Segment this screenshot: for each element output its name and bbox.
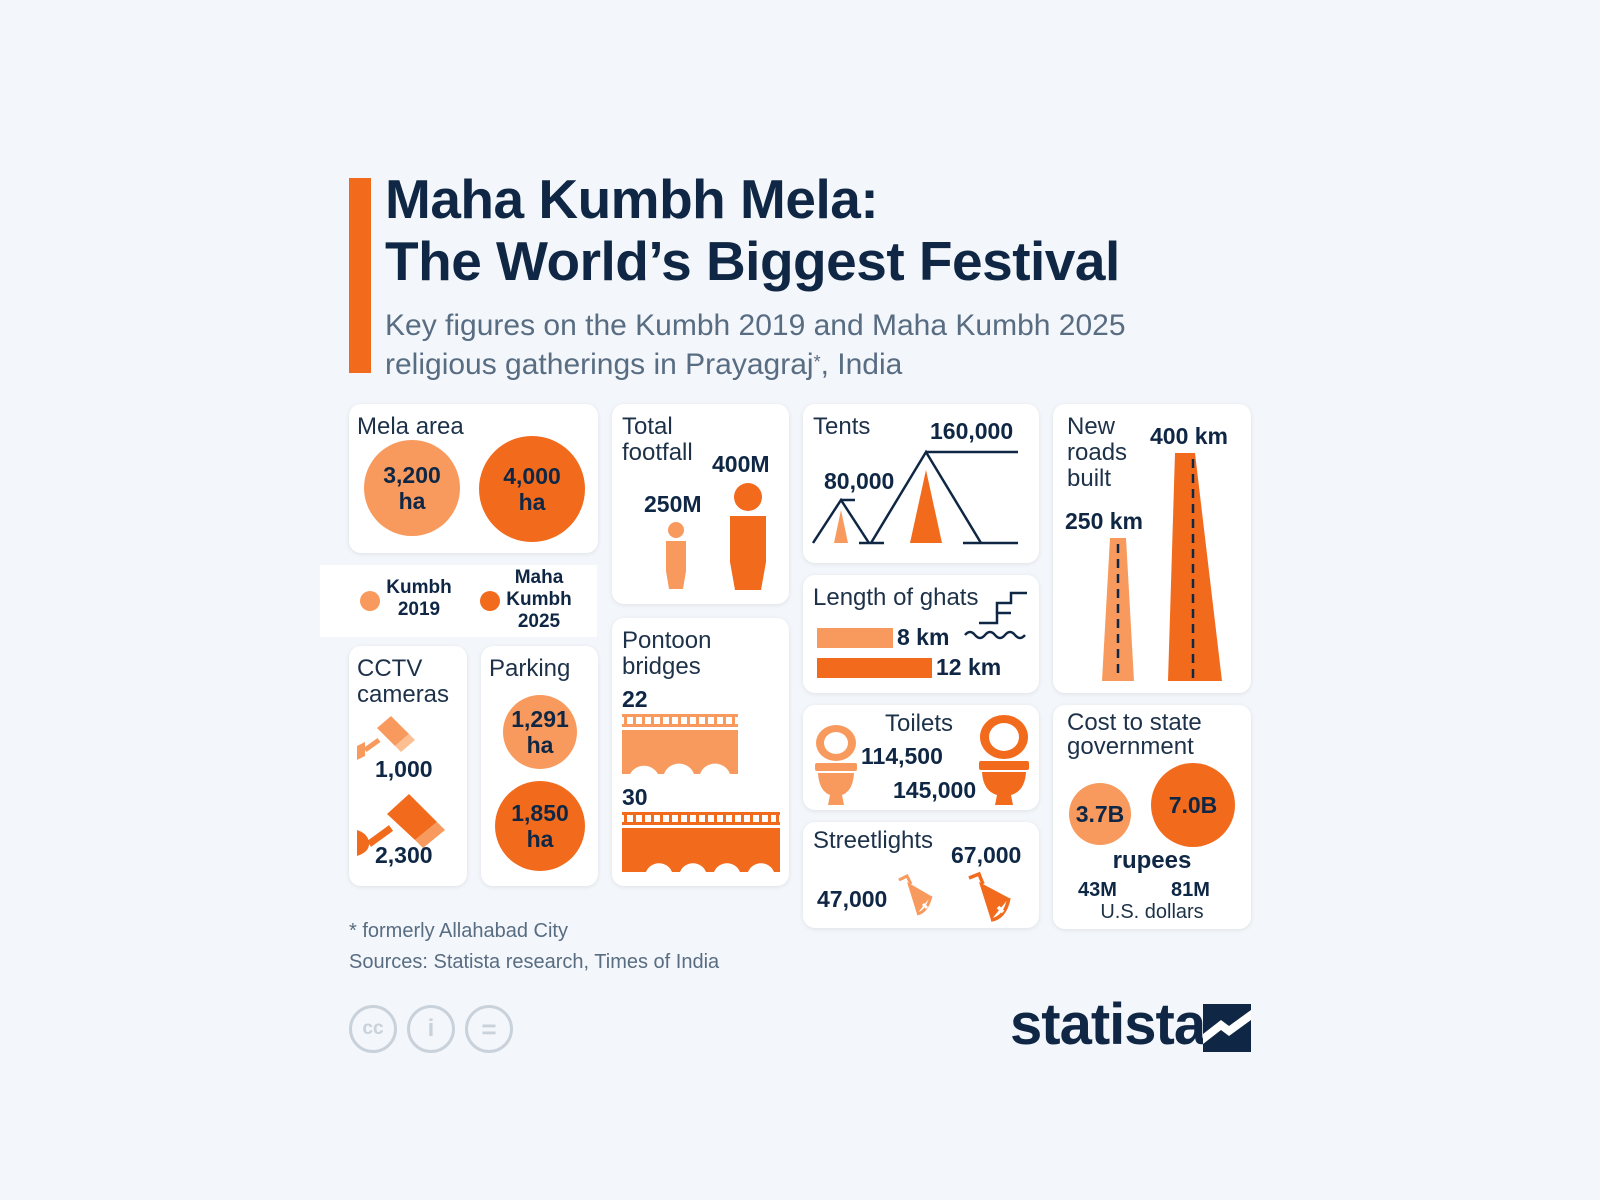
cc-license-icon[interactable]: cc bbox=[349, 1005, 397, 1053]
ghats-2019-bar bbox=[817, 628, 893, 648]
tents-2019-value: 80,000 bbox=[824, 468, 895, 494]
lamp-icon bbox=[968, 871, 1011, 922]
cctv-camera-icon bbox=[357, 794, 445, 856]
toilets-2025-value: 145,000 bbox=[893, 777, 977, 803]
mela-area-2019-circle: 3,200 ha bbox=[364, 440, 460, 536]
cost-usd-label: U.S. dollars bbox=[1100, 901, 1204, 923]
toilet-icon bbox=[979, 715, 1029, 805]
bridge-icon bbox=[622, 714, 738, 774]
cost-2019-usd: 43M bbox=[1078, 879, 1117, 901]
cctv-card: CCTV cameras 1,000 2,300 bbox=[349, 646, 467, 886]
toilets-label: Toilets bbox=[885, 710, 954, 737]
sources: Sources: Statista research, Times of Ind… bbox=[349, 951, 720, 973]
ghats-card: Length of ghats 8 km 12 km bbox=[803, 575, 1039, 693]
statista-logo-text[interactable]: statista bbox=[1010, 992, 1206, 1057]
mela-area-card: Mela area 3,200 ha 4,000 ha bbox=[349, 404, 598, 553]
roads-label: New roads built bbox=[1067, 413, 1128, 492]
footfall-card: Total footfall 250M 400M bbox=[612, 404, 789, 604]
title-accent-bar bbox=[349, 178, 371, 373]
bridge-icon bbox=[622, 812, 780, 872]
legend-dot-2019 bbox=[360, 591, 380, 611]
roads-2025-value: 400 km bbox=[1150, 423, 1229, 449]
pontoon-label: Pontoon bridges bbox=[622, 627, 712, 680]
roads-card: New roads built 400 km 250 km bbox=[1053, 404, 1251, 693]
attribution-icon[interactable]: i bbox=[407, 1005, 455, 1053]
ghats-2025-value: 12 km bbox=[936, 654, 1002, 680]
person-icon bbox=[730, 483, 766, 590]
page-subtitle: Key figures on the Kumbh 2019 and Maha K… bbox=[385, 309, 1126, 381]
cost-label: Cost to state government bbox=[1067, 709, 1202, 760]
streetlights-2025-value: 67,000 bbox=[951, 842, 1022, 868]
footfall-label: Total footfall bbox=[622, 413, 693, 466]
streetlights-card: Streetlights 67,000 47,000 bbox=[803, 822, 1039, 928]
mela-area-label: Mela area bbox=[357, 413, 464, 440]
cctv-camera-icon bbox=[357, 716, 415, 760]
legend-dot-2025 bbox=[480, 591, 500, 611]
streetlights-2019-value: 47,000 bbox=[817, 886, 888, 912]
pontoon-2019-value: 22 bbox=[622, 686, 648, 712]
parking-2019-circle: 1,291 ha bbox=[503, 695, 577, 769]
toilet-icon bbox=[815, 725, 857, 805]
page-title: Maha Kumbh Mela: The World’s Biggest Fest… bbox=[385, 168, 1120, 292]
toilets-2019-value: 114,500 bbox=[861, 743, 943, 769]
lamp-icon bbox=[898, 873, 933, 916]
steps-water-icon bbox=[964, 591, 1027, 640]
cost-card: Cost to state government 3.7B 7.0B rupees… bbox=[1053, 705, 1251, 929]
cctv-label: CCTV cameras bbox=[357, 655, 450, 708]
pontoon-card: Pontoon bridges 22 30 bbox=[612, 618, 789, 886]
ghats-2025-bar bbox=[817, 658, 932, 678]
parking-card: Parking 1,291 ha 1,850 ha bbox=[481, 646, 598, 886]
tents-card: Tents 160,000 80,000 bbox=[803, 404, 1039, 563]
legend-label-2025: Maha Kumbh 2025 bbox=[506, 567, 572, 632]
cost-2025-circle: 7.0B bbox=[1151, 763, 1235, 847]
statista-logo-icon[interactable] bbox=[1203, 1004, 1251, 1052]
legend: Kumbh 2019 Maha Kumbh 2025 bbox=[320, 565, 597, 637]
footfall-2019-value: 250M bbox=[644, 491, 702, 517]
no-derivatives-icon[interactable]: = bbox=[465, 1005, 513, 1053]
cost-2019-circle: 3.7B bbox=[1069, 783, 1131, 845]
footfall-2025-value: 400M bbox=[712, 451, 770, 477]
footnote: * formerly Allahabad City bbox=[349, 920, 568, 942]
ghats-label: Length of ghats bbox=[813, 584, 979, 611]
roads-2019-value: 250 km bbox=[1065, 508, 1144, 534]
tents-2025-value: 160,000 bbox=[930, 418, 1014, 444]
mela-area-2025-circle: 4,000 ha bbox=[479, 436, 585, 542]
cctv-2025-value: 2,300 bbox=[375, 842, 433, 868]
parking-2025-circle: 1,850 ha bbox=[495, 781, 585, 871]
cost-rupees-label: rupees bbox=[1112, 847, 1192, 874]
person-icon bbox=[666, 522, 686, 589]
pontoon-2025-value: 30 bbox=[622, 784, 648, 810]
parking-label: Parking bbox=[489, 655, 571, 682]
ghats-2019-value: 8 km bbox=[897, 624, 950, 650]
legend-label-2019: Kumbh 2019 bbox=[386, 577, 452, 620]
tents-label: Tents bbox=[813, 413, 871, 440]
road-icon bbox=[1102, 453, 1222, 681]
tent-icon bbox=[811, 449, 1018, 545]
cctv-2019-value: 1,000 bbox=[375, 756, 433, 782]
streetlights-label: Streetlights bbox=[813, 827, 934, 854]
cost-2025-usd: 81M bbox=[1171, 879, 1210, 901]
toilets-card: Toilets 114,500 145,000 bbox=[803, 705, 1039, 810]
